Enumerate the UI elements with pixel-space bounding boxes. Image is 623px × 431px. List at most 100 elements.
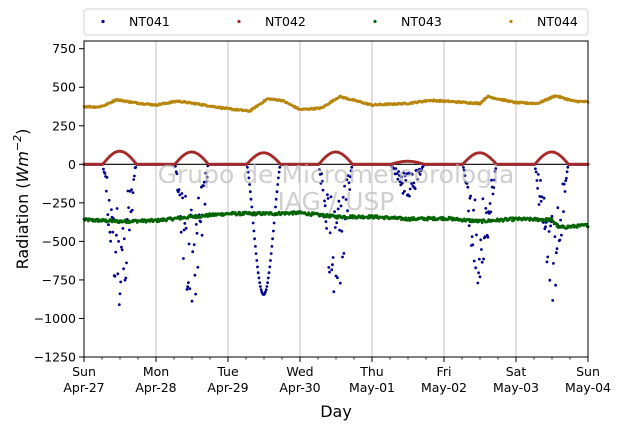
- x-tick-label: Sun Apr-27: [63, 364, 104, 395]
- point-NT041: [250, 205, 254, 209]
- point-NT041: [256, 265, 259, 269]
- point-NT041: [540, 195, 544, 199]
- point-NT041: [318, 168, 321, 172]
- point-NT041: [331, 263, 334, 267]
- point-NT041: [276, 183, 280, 186]
- point-NT041: [325, 227, 328, 230]
- point-NT041: [251, 221, 255, 225]
- point-NT041: [182, 228, 186, 232]
- y-tick-label: −750: [42, 272, 76, 287]
- point-NT041: [537, 203, 541, 206]
- point-NT041: [193, 273, 197, 277]
- point-NT041: [189, 208, 193, 212]
- point-NT041: [338, 281, 342, 285]
- point-NT041: [482, 257, 485, 261]
- point-NT041: [550, 214, 554, 218]
- point-NT041: [271, 237, 274, 241]
- point-NT041: [252, 229, 256, 233]
- point-NT041: [342, 252, 346, 255]
- point-NT041: [178, 193, 182, 197]
- point-NT041: [491, 192, 495, 196]
- point-NT041: [539, 199, 543, 203]
- point-NT041: [108, 230, 112, 234]
- point-NT041: [122, 237, 126, 241]
- point-NT041: [564, 179, 568, 183]
- point-NT043: [480, 221, 484, 225]
- y-axis-title-main: Radiation (: [13, 182, 32, 269]
- point-NT041: [413, 187, 417, 191]
- point-NT041: [116, 272, 120, 276]
- point-NT041: [111, 230, 115, 234]
- point-NT041: [320, 172, 323, 176]
- point-NT041: [346, 209, 349, 213]
- point-NT041: [328, 231, 332, 235]
- point-NT041: [194, 223, 198, 226]
- point-NT041: [184, 194, 187, 198]
- point-NT043: [291, 213, 295, 216]
- point-NT041: [473, 198, 477, 202]
- point-NT041: [186, 285, 190, 289]
- point-NT041: [266, 281, 269, 284]
- point-NT041: [336, 276, 339, 280]
- legend-marker-NT044: [509, 19, 513, 24]
- point-NT041: [277, 176, 280, 180]
- point-NT041: [394, 167, 398, 171]
- y-tick-label: −1250: [34, 350, 76, 365]
- point-NT041: [555, 247, 559, 251]
- point-NT043: [156, 217, 160, 221]
- point-NT041: [134, 165, 138, 169]
- point-NT041: [559, 218, 562, 222]
- point-NT041: [542, 196, 546, 200]
- point-NT041: [259, 288, 263, 291]
- point-NT041: [333, 226, 337, 229]
- point-NT041: [402, 171, 406, 175]
- point-NT041: [115, 233, 118, 237]
- legend-box: [83, 8, 589, 36]
- point-NT041: [339, 204, 343, 208]
- x-tick-date: Apr-29: [207, 380, 248, 395]
- point-NT041: [104, 189, 108, 193]
- point-NT041: [493, 170, 497, 173]
- point-NT041: [205, 175, 209, 179]
- point-NT041: [560, 233, 563, 237]
- y-tick-label: −500: [42, 234, 76, 249]
- point-NT041: [329, 195, 333, 199]
- point-NT041: [395, 172, 399, 175]
- point-NT043: [310, 213, 313, 217]
- point-NT041: [102, 167, 105, 171]
- point-NT041: [338, 228, 341, 232]
- point-NT041: [192, 243, 196, 247]
- y-tick-label: 250: [52, 118, 76, 133]
- point-NT041: [554, 283, 557, 287]
- x-tick-date: May-01: [349, 380, 395, 395]
- y-tick-label: 0: [68, 157, 76, 172]
- point-NT041: [468, 196, 472, 200]
- y-axis-title-exponent: −2: [11, 135, 24, 151]
- legend-label-NT041: NT041: [129, 14, 170, 29]
- point-NT041: [477, 257, 481, 261]
- point-NT041: [267, 271, 271, 275]
- point-NT041: [539, 179, 542, 182]
- point-NT041: [130, 188, 133, 192]
- point-NT041: [256, 271, 260, 275]
- point-NT041: [489, 210, 493, 214]
- point-NT041: [277, 170, 281, 174]
- point-NT041: [247, 176, 251, 180]
- x-tick-day: Sun: [576, 364, 600, 379]
- x-tick-label: Mon Apr-28: [135, 364, 176, 395]
- point-NT041: [333, 210, 336, 214]
- x-tick-day: Thu: [359, 364, 383, 379]
- point-NT041: [349, 169, 353, 173]
- point-NT041: [410, 173, 414, 176]
- x-tick-date: May-02: [421, 380, 467, 395]
- point-NT041: [124, 276, 128, 280]
- point-NT041: [348, 188, 352, 191]
- point-NT043: [550, 217, 554, 221]
- point-NT041: [556, 206, 560, 210]
- point-NT041: [345, 178, 349, 182]
- point-NT041: [544, 225, 547, 229]
- point-NT041: [400, 181, 404, 185]
- legend: NT041 NT042 NT043 NT044: [83, 8, 589, 36]
- legend-label-NT044: NT044: [537, 14, 578, 29]
